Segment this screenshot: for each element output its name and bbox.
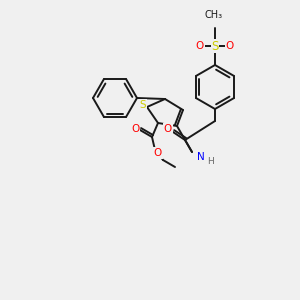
Text: O: O <box>154 148 162 158</box>
Text: H: H <box>207 158 213 166</box>
Text: O: O <box>131 124 139 134</box>
Text: O: O <box>196 41 204 51</box>
Text: O: O <box>164 124 172 134</box>
Text: S: S <box>140 100 146 110</box>
Text: O: O <box>226 41 234 51</box>
Text: CH₃: CH₃ <box>205 10 223 20</box>
Text: S: S <box>211 40 219 52</box>
Text: N: N <box>197 152 205 162</box>
